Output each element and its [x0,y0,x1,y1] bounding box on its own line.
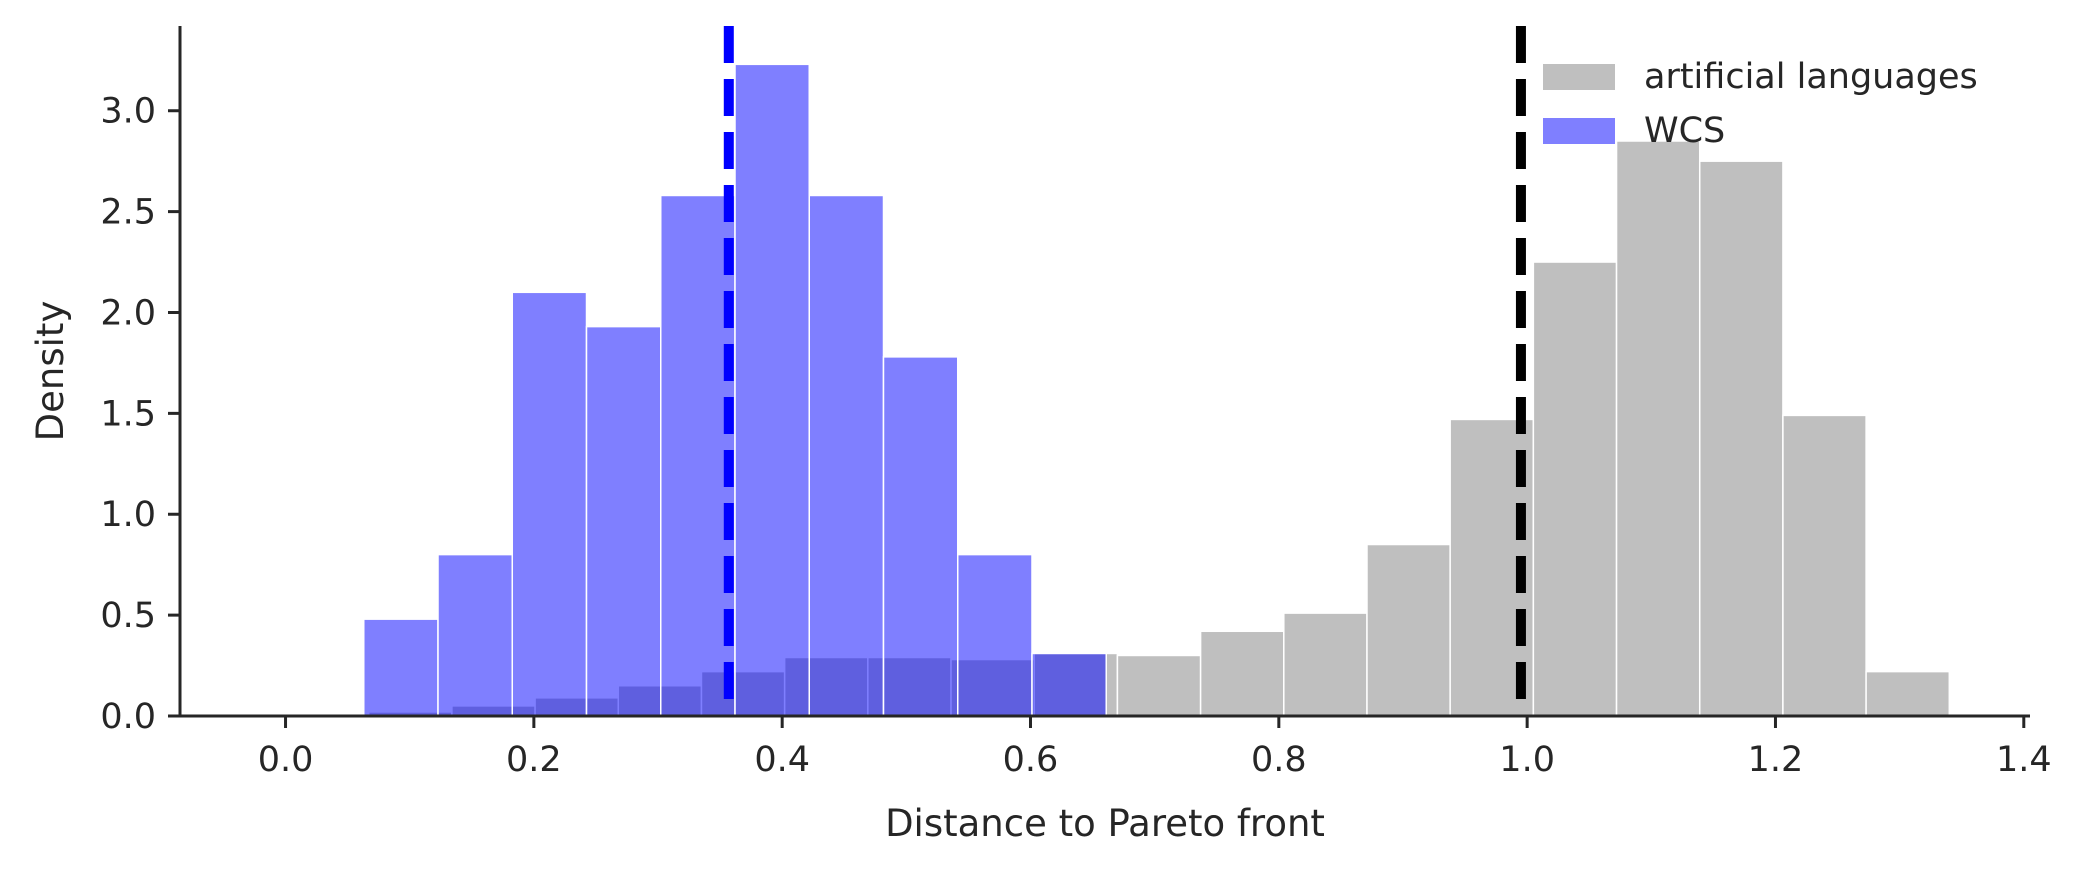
bar-artificial-languages-12 [1366,543,1451,717]
bar-wcs-9 [1031,652,1107,717]
y-tick-label: 0.5 [100,596,156,636]
legend-label-artificial-languages: artificial languages [1644,57,1978,97]
x-tick-label: 1.4 [1996,740,2052,780]
x-tick-label: 1.2 [1748,740,1804,780]
y-tick-label: 0.0 [100,697,156,737]
y-tick-label: 3.0 [100,92,156,132]
bar-artificial-languages-17 [1782,414,1867,717]
x-ticks: 0.0 0.2 0.4 0.6 0.8 1.0 1.2 1.4 [258,716,2052,780]
bar-wcs-1 [437,553,514,717]
legend-swatch-artificial-languages [1543,64,1615,90]
x-tick-label: 0.4 [754,740,810,780]
bar-artificial-languages-14 [1532,261,1618,717]
y-axis-label: Density [29,301,72,442]
legend-swatch-wcs [1543,118,1615,144]
x-tick-label: 0.2 [506,740,562,780]
bar-wcs-0 [363,618,439,717]
bar-wcs-8 [956,553,1033,717]
bar-wcs-6 [808,194,885,717]
y-ticks: 0.0 0.5 1.0 1.5 2.0 2.5 3.0 [100,92,180,737]
bar-artificial-languages-15 [1615,140,1701,717]
x-tick-label: 0.6 [1003,740,1059,780]
y-tick-label: 1.0 [100,495,156,535]
bar-wcs-5 [734,63,810,717]
bar-artificial-languages-9 [1116,654,1202,717]
mean-lines-layer [723,26,1526,716]
x-tick-label: 0.8 [1251,740,1307,780]
bar-artificial-languages-18 [1865,670,1951,717]
bar-wcs-7 [882,356,959,717]
x-axis-label: Distance to Pareto front [885,802,1325,845]
bars-layer [363,63,1951,717]
bar-artificial-languages-16 [1698,160,1784,717]
legend: artificial languages WCS [1543,57,1978,151]
x-tick-label: 0.0 [258,740,314,780]
bar-artificial-languages-11 [1283,612,1368,717]
x-tick-label: 1.0 [1499,740,1555,780]
y-tick-label: 2.5 [100,193,156,233]
y-tick-label: 1.5 [100,394,156,434]
legend-label-wcs: WCS [1644,111,1725,151]
y-tick-label: 2.0 [100,293,156,333]
axes-layer: 0.0 0.2 0.4 0.6 0.8 1.0 1.2 1.4 0.0 0.5 1.0 1.5 2.0… [29,26,2052,845]
bar-wcs-2 [511,291,588,717]
bar-wcs-3 [585,325,662,717]
bar-artificial-languages-10 [1199,630,1285,717]
